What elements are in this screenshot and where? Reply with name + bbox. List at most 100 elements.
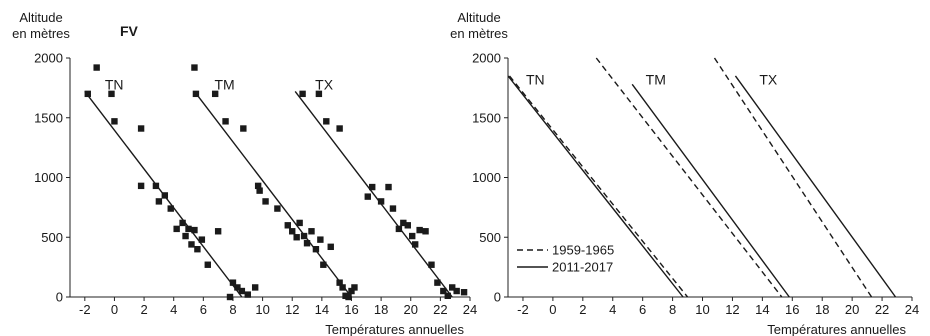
x-tick-label: 12 [285,302,299,317]
x-tick-label: 2 [579,302,586,317]
y-axis-title-line-2: en mètres [12,26,70,41]
data-point-tn [179,219,186,227]
data-point-tn [185,225,192,233]
data-point-tx [444,292,451,300]
y-tick-label: 1000 [34,170,63,185]
x-tick-label: 18 [815,302,829,317]
data-point-tm [308,228,315,235]
y-tick-label: 0 [56,290,63,305]
data-point-tx [385,183,392,191]
x-tick-label: 4 [609,302,616,317]
x-tick-label: 6 [200,302,207,317]
data-point-tn [137,182,145,190]
x-tick-label: 10 [695,302,709,317]
y-tick-label: 1500 [34,110,63,125]
data-point-tm [293,234,300,241]
regression-line-tx [294,91,453,298]
data-point-tx [389,205,397,212]
data-point-tm [284,222,291,229]
x-tick-label: 2 [140,302,147,317]
data-point-tx [440,287,447,295]
data-point-tm [327,243,334,251]
data-point-tm [348,287,355,295]
data-point-tx [434,279,441,286]
data-point-tx [364,193,371,200]
data-point-tx [395,225,403,233]
data-point-tn [238,287,246,295]
x-tick-label: 0 [111,302,118,317]
data-point-tx [416,226,423,234]
data-point-tm [262,198,269,205]
data-point-tx [377,198,385,205]
trend-line-tm-dashed [595,57,783,298]
x-tick-label: 18 [374,302,388,317]
data-point-tn [108,90,115,98]
x-tick-label: 4 [170,302,177,317]
data-point-tn [188,241,195,248]
data-point-tn [161,192,169,199]
x-tick-label: 20 [404,302,418,317]
legend-label: 2011-2017 [552,260,613,275]
chart-title: FV [120,23,139,39]
series-label-tx: TX [759,71,778,87]
legend: 1959-1965 2011-2017 [517,243,614,275]
data-point-tm [336,279,343,286]
trend-line-tm-solid [631,83,790,298]
series-label-tm: TM [646,71,666,87]
trend-line-tn-solid [507,75,684,298]
data-point-tm [192,90,200,98]
data-point-tn [191,226,198,234]
trend-line-tx-solid [734,75,897,298]
x-tick-label: -2 [517,302,529,317]
data-point-tn [198,236,206,243]
x-tick-label: 8 [669,302,676,317]
y-tick-label: 1000 [472,170,501,185]
data-point-tn [137,125,145,132]
y-axis-title-line-1: Altitude [457,10,500,25]
series-label-tm: TM [214,76,234,92]
y-tick-label: 2000 [34,51,63,66]
trend-line-tn-dashed [508,75,689,298]
data-point-tn [173,225,180,233]
data-point-tm [256,187,263,194]
x-tick-label: 12 [725,302,739,317]
data-point-tm [191,64,198,71]
data-point-tn [234,284,241,291]
data-point-tx [409,232,416,240]
data-point-tx [460,289,468,296]
data-point-tx [299,90,306,98]
data-point-tn [214,228,222,235]
x-tick-label: 0 [549,302,556,317]
data-point-tm [254,182,262,190]
data-point-tn [167,205,174,212]
data-point-tx [400,219,407,227]
data-point-tn [111,118,118,125]
data-point-tn [84,90,91,98]
data-point-tm [351,284,358,291]
x-tick-label: 8 [229,302,236,317]
x-tick-label: -2 [79,302,91,317]
data-point-tx [422,228,429,235]
x-tick-label: 10 [255,302,269,317]
data-point-tx [453,287,460,295]
x-axis-title: Températures annuelles [767,322,906,336]
x-tick-label: 22 [433,302,447,317]
series-label-tx: TX [315,76,334,92]
data-point-tn [251,284,259,291]
data-point-tn [204,261,211,268]
data-point-tx [428,261,435,268]
x-tick-label: 14 [755,302,769,317]
x-tick-label: 16 [785,302,799,317]
data-point-tx [315,90,323,98]
data-point-tn [229,279,237,286]
data-point-tn [182,232,189,240]
data-point-tm [274,205,281,212]
data-point-tx [404,222,411,229]
data-point-tn [152,182,160,190]
data-point-tm [240,125,247,132]
y-axis-title-line-2: en mètres [450,26,508,41]
y-axis-title-line-1: Altitude [19,10,62,25]
